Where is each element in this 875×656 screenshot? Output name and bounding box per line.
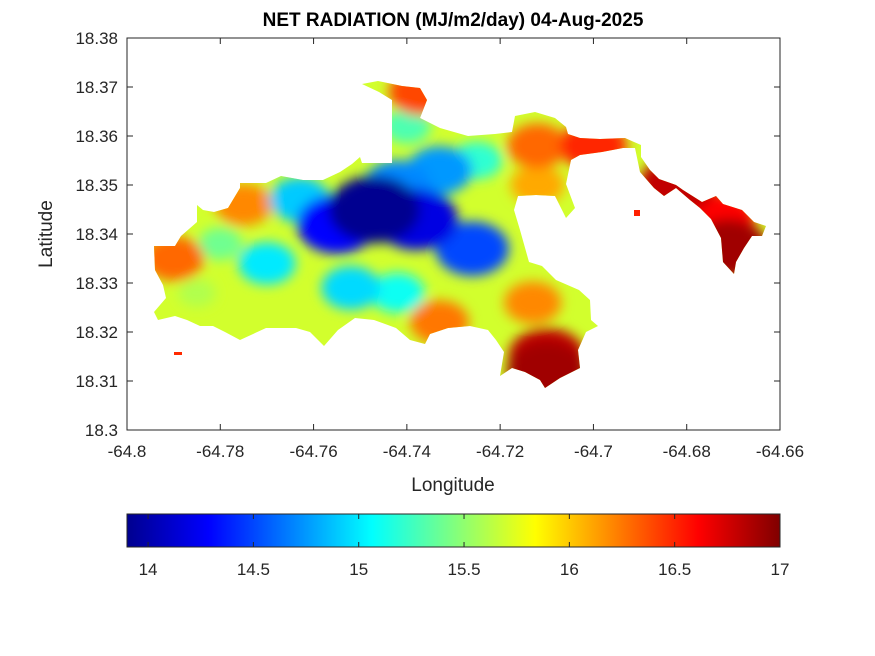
colorbar-tick-label: 14 [139, 560, 158, 579]
x-tick-label: -64.7 [574, 442, 613, 461]
x-axis-label: Longitude [411, 475, 494, 496]
colorbar-tick-label: 14.5 [237, 560, 270, 579]
y-tick-label: 18.36 [75, 127, 118, 146]
x-tick-label: -64.72 [476, 442, 524, 461]
x-tick-label: -64.76 [289, 442, 337, 461]
heatmap-cell [321, 266, 381, 310]
y-axis-label: Latitude [36, 200, 57, 268]
x-tick-label: -64.78 [196, 442, 244, 461]
colorbar-tick-label: 16.5 [658, 560, 691, 579]
heatmap-cell [504, 281, 562, 324]
y-tick-label: 18.37 [75, 78, 118, 97]
heatmap-cell [238, 242, 296, 285]
chart-title: NET RADIATION (MJ/m2/day) 04-Aug-2025 [263, 10, 644, 31]
colorbar [126, 513, 781, 548]
x-tick-label: -64.8 [108, 442, 147, 461]
colorbar-tick-label: 16 [560, 560, 579, 579]
heatmap-cell [507, 123, 568, 169]
y-tick-label: 18.3 [85, 421, 118, 440]
y-tick-label: 18.34 [75, 225, 118, 244]
y-tick-label: 18.35 [75, 176, 118, 195]
heatmap-cell [383, 108, 431, 144]
heatmap-cell [370, 272, 425, 313]
colorbar-tick-label: 15.5 [447, 560, 480, 579]
colorbar-tick-label: 17 [771, 560, 790, 579]
x-axis: -64.8 -64.78 -64.76 -64.74 -64.72 -64.7 -64.68… [108, 38, 804, 461]
x-tick-label: -64.68 [663, 442, 711, 461]
islet-fragment [634, 210, 640, 216]
y-tick-label: 18.38 [75, 29, 118, 48]
heatmap-cell [510, 165, 565, 205]
y-tick-label: 18.31 [75, 372, 118, 391]
x-tick-label: -64.66 [756, 442, 804, 461]
colorbar-ticks: 14 14.5 15 15.5 16 16.5 17 [139, 514, 790, 579]
heatmap-cell [178, 278, 216, 307]
heatmap-cell [198, 227, 243, 261]
y-axis: 18.3 18.31 18.32 18.33 18.34 18.35 18.36 18.37 1… [75, 29, 780, 440]
islet-fragment [174, 352, 182, 355]
colorbar-tick-label: 15 [349, 560, 368, 579]
x-tick-label: -64.74 [383, 442, 431, 461]
heatmap-cell [435, 221, 509, 276]
heatmap-cell [328, 175, 420, 244]
y-tick-label: 18.33 [75, 274, 118, 293]
heatmap-cell [154, 236, 204, 281]
y-tick-label: 18.32 [75, 323, 118, 342]
